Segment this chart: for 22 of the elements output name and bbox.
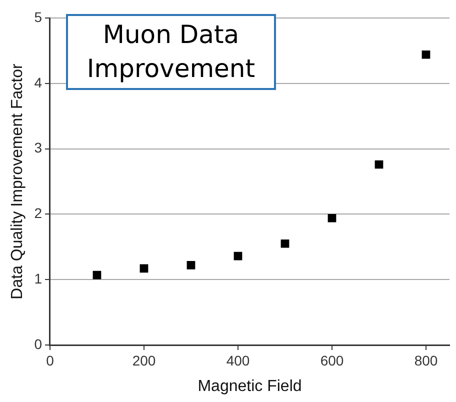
y-tick-label: 4 (34, 74, 42, 90)
point (186, 261, 196, 270)
point (234, 252, 242, 260)
y-axis-title: Data Quality Improvement Factor (9, 63, 26, 300)
y-tick-label: 2 (34, 205, 42, 222)
x-tick-label: 400 (226, 352, 250, 368)
text: Muon Data Improvement (66, 14, 276, 90)
x-axis-title: Magnetic Field (198, 378, 302, 395)
x-tick-label: 800 (414, 352, 438, 368)
x-tick-label: 600 (320, 352, 344, 368)
point (374, 160, 384, 169)
x-tick-label: 0 (46, 352, 54, 368)
y-tick-label: 0 (34, 336, 42, 352)
y-tick-label: 3 (34, 140, 42, 156)
point (328, 214, 336, 222)
point (92, 270, 102, 280)
y-tick-label: 5 (34, 8, 42, 25)
point (140, 264, 148, 273)
point (422, 50, 430, 59)
x-tick-label: 200 (132, 352, 156, 368)
point (280, 239, 290, 248)
y-tick-label: 1 (34, 270, 42, 286)
